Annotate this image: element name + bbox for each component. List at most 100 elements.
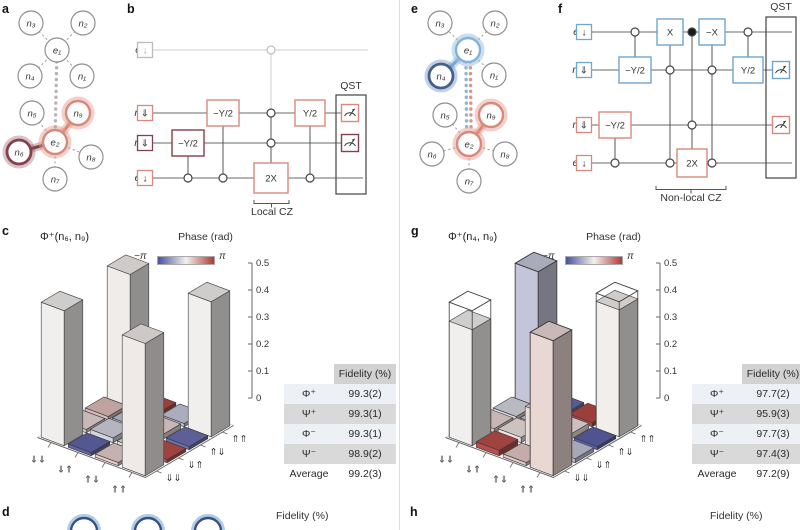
- state-arrow: ⇓: [141, 109, 149, 120]
- bell-state-label: Φ⁻: [302, 428, 316, 440]
- fidelity-row: Φ⁺ 99.3(2): [284, 384, 396, 404]
- graph-node-n2: [70, 10, 96, 36]
- matrix-bar-top: [475, 430, 519, 451]
- z-axis-tick-label: 0.1: [256, 366, 269, 377]
- fidelity-row: Ψ⁺ 99.3(1): [284, 404, 396, 424]
- matrix-bar-front: [40, 301, 65, 447]
- graph-node-glow: [2, 135, 36, 169]
- fidelity-value: 97.7(2): [756, 388, 790, 400]
- z-axis-tick-label: 0.5: [256, 258, 269, 269]
- matrix-bar-top: [106, 254, 150, 275]
- graph-node-glow: [451, 33, 485, 67]
- graph-node-n6: [5, 138, 33, 166]
- graph-node-label-n2: n₂: [491, 18, 500, 29]
- z-axis-tick-label: 0.3: [256, 312, 269, 323]
- x-axis-basis-label: ⇑⇓: [84, 475, 100, 486]
- fidelity-row: Φ⁺ 97.7(2): [692, 384, 800, 404]
- control-dot-filled: [687, 27, 697, 37]
- electron-electron-link-red: [468, 48, 473, 146]
- fidelity-value: 99.3(1): [348, 428, 382, 440]
- graph-node-n2: [482, 10, 508, 36]
- panel-label-b: b: [127, 2, 135, 16]
- chart-g-title: Φ⁺(n₄, n₉): [448, 231, 498, 243]
- qst-label: QST: [340, 80, 362, 92]
- control-dot-open: [305, 173, 315, 183]
- bell-state-label: Φ⁻: [710, 428, 724, 440]
- panel-d-nuclear-spin-circles: ⇑⇑⇑: [67, 514, 225, 530]
- nuclear-spin-circle: [133, 516, 163, 530]
- control-dot-open: [266, 108, 276, 118]
- matrix-bar-top: [67, 432, 111, 453]
- depth-axis-basis-label: ⇑⇑: [232, 434, 248, 445]
- fidelity-header-spacer: [284, 364, 334, 384]
- graph-node-n9: [64, 99, 92, 127]
- matrix-bar-side: [552, 329, 573, 477]
- fidelity-value: 97.4(3): [756, 448, 790, 460]
- ideal-state-wireframe-top: [448, 290, 492, 312]
- depth-axis-basis-label: ⇓⇓: [574, 473, 590, 484]
- state-prep-box: [136, 104, 154, 122]
- matrix-bar-side: [210, 290, 231, 438]
- qst-box: [765, 16, 797, 179]
- cz-label: Local CZ: [251, 206, 294, 218]
- depth-axis-line: [553, 425, 642, 478]
- chart-c-colorbar-max: π: [219, 251, 226, 262]
- x-axis-tick: [74, 452, 79, 458]
- x-axis-basis-label: ⇓⇑: [57, 465, 73, 476]
- gate-label: Y/2: [741, 65, 755, 76]
- qst-label: QST: [770, 1, 792, 13]
- cz-brace: [253, 200, 290, 208]
- state-arrow: ⇓: [580, 121, 588, 132]
- graph-node-label-n4: n₄: [25, 71, 34, 82]
- measurement-meter-icon: [775, 69, 787, 74]
- x-axis-tick: [47, 442, 52, 448]
- panel-label-e: e: [411, 2, 418, 16]
- state-prep-box: [136, 134, 154, 152]
- graph-node-n4: [427, 62, 455, 90]
- state-prep-box: [136, 41, 154, 59]
- control-dot-open: [687, 120, 697, 130]
- fidelity-row: Ψ⁻ 97.4(3): [692, 444, 800, 464]
- graph-node-n8: [492, 141, 518, 167]
- measurement-needle-tip: [782, 120, 786, 124]
- matrix-bar-front: [529, 331, 554, 477]
- panel-label-d: d: [2, 505, 10, 519]
- x-axis-tick: [101, 462, 106, 468]
- state-prep-box: [575, 61, 593, 79]
- graph-node-n7: [42, 166, 68, 192]
- measurement-needle-tip: [351, 108, 355, 112]
- measurement-meter-icon: [344, 112, 356, 117]
- panel-h-fidelity-label: Fidelity (%): [710, 510, 763, 522]
- gate-box: [676, 148, 708, 178]
- gate-box: [618, 56, 652, 84]
- graph-node-label-e2: e₂: [51, 137, 60, 148]
- gate-box: [732, 56, 764, 84]
- electron-electron-link-blue: [464, 48, 469, 146]
- graph-node-label-n7: n₇: [465, 176, 474, 187]
- graph-node-label-n1: n₁: [78, 71, 86, 82]
- bell-state-label: Ψ⁻: [301, 448, 317, 460]
- graph-node-label-n5: n₅: [440, 110, 449, 121]
- panel-label-c: c: [2, 224, 9, 238]
- graph-node-n5: [432, 102, 458, 128]
- ideal-state-wireframe-top: [529, 320, 573, 342]
- gate-box: [171, 129, 205, 157]
- gate-box: [253, 162, 289, 194]
- matrix-bar-side: [63, 299, 84, 447]
- matrix-bar-top: [121, 323, 165, 344]
- control-dot-open: [707, 65, 717, 75]
- matrix-bar-front: [187, 292, 212, 438]
- gate-box: [698, 18, 726, 46]
- matrix-bar-top: [573, 426, 617, 447]
- gate-label: −Y/2: [625, 65, 645, 76]
- fidelity-value: 97.7(3): [756, 428, 790, 440]
- chart-g-colorbar-max: π: [627, 251, 634, 262]
- gate-label: Y/2: [303, 108, 317, 119]
- z-axis-tick-label: 0: [664, 393, 669, 404]
- state-prep-box: [575, 154, 593, 172]
- average-label: Average: [289, 468, 329, 480]
- state-arrow: ↓: [582, 159, 587, 170]
- bell-state-label: Ψ⁺: [301, 408, 317, 420]
- z-axis-tick-label: 0.4: [256, 285, 269, 296]
